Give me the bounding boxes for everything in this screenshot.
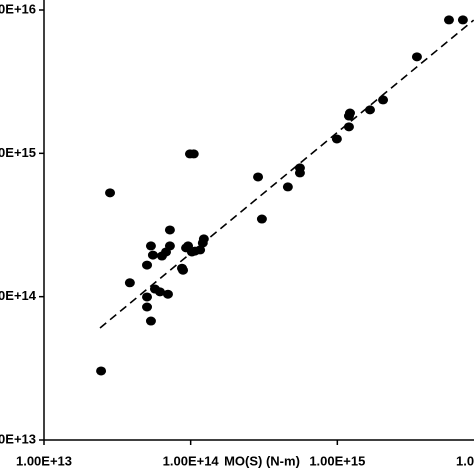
point — [294, 163, 305, 173]
point — [344, 108, 355, 118]
point — [457, 15, 468, 25]
point — [162, 289, 173, 299]
point — [178, 265, 189, 275]
trendline — [99, 19, 474, 329]
point — [256, 214, 267, 224]
x-tick-label: 1.00E+15 — [309, 453, 365, 468]
point — [195, 245, 206, 255]
x-tick-label: 1.00E+16 — [456, 453, 474, 468]
point — [145, 316, 156, 326]
point — [198, 234, 209, 244]
point — [443, 15, 454, 25]
point — [364, 105, 375, 115]
point — [96, 366, 107, 376]
point — [142, 302, 153, 312]
point — [343, 122, 354, 132]
y-tick-label: 1.00E+16 — [0, 1, 36, 16]
x-tick-label: 1.00E+14 — [163, 453, 220, 468]
y-tick-label: 1.00E+15 — [0, 145, 36, 160]
point — [105, 188, 116, 198]
point — [142, 292, 153, 302]
point — [253, 172, 264, 182]
x-tick-label: 1.00E+13 — [16, 453, 72, 468]
point — [124, 278, 135, 288]
point — [183, 241, 194, 251]
y-tick-label: 1.00E+13 — [0, 431, 36, 446]
point — [142, 260, 153, 270]
x-axis-title: MO(S) (N-m) — [224, 453, 300, 468]
point — [147, 250, 158, 260]
point — [155, 287, 166, 297]
point — [331, 134, 342, 144]
point — [188, 149, 199, 159]
point — [164, 225, 175, 235]
point — [282, 182, 293, 192]
point — [164, 241, 175, 251]
y-tick-label: 1.00E+14 — [0, 288, 37, 303]
point — [145, 241, 156, 251]
point — [411, 52, 422, 62]
point — [378, 95, 389, 105]
